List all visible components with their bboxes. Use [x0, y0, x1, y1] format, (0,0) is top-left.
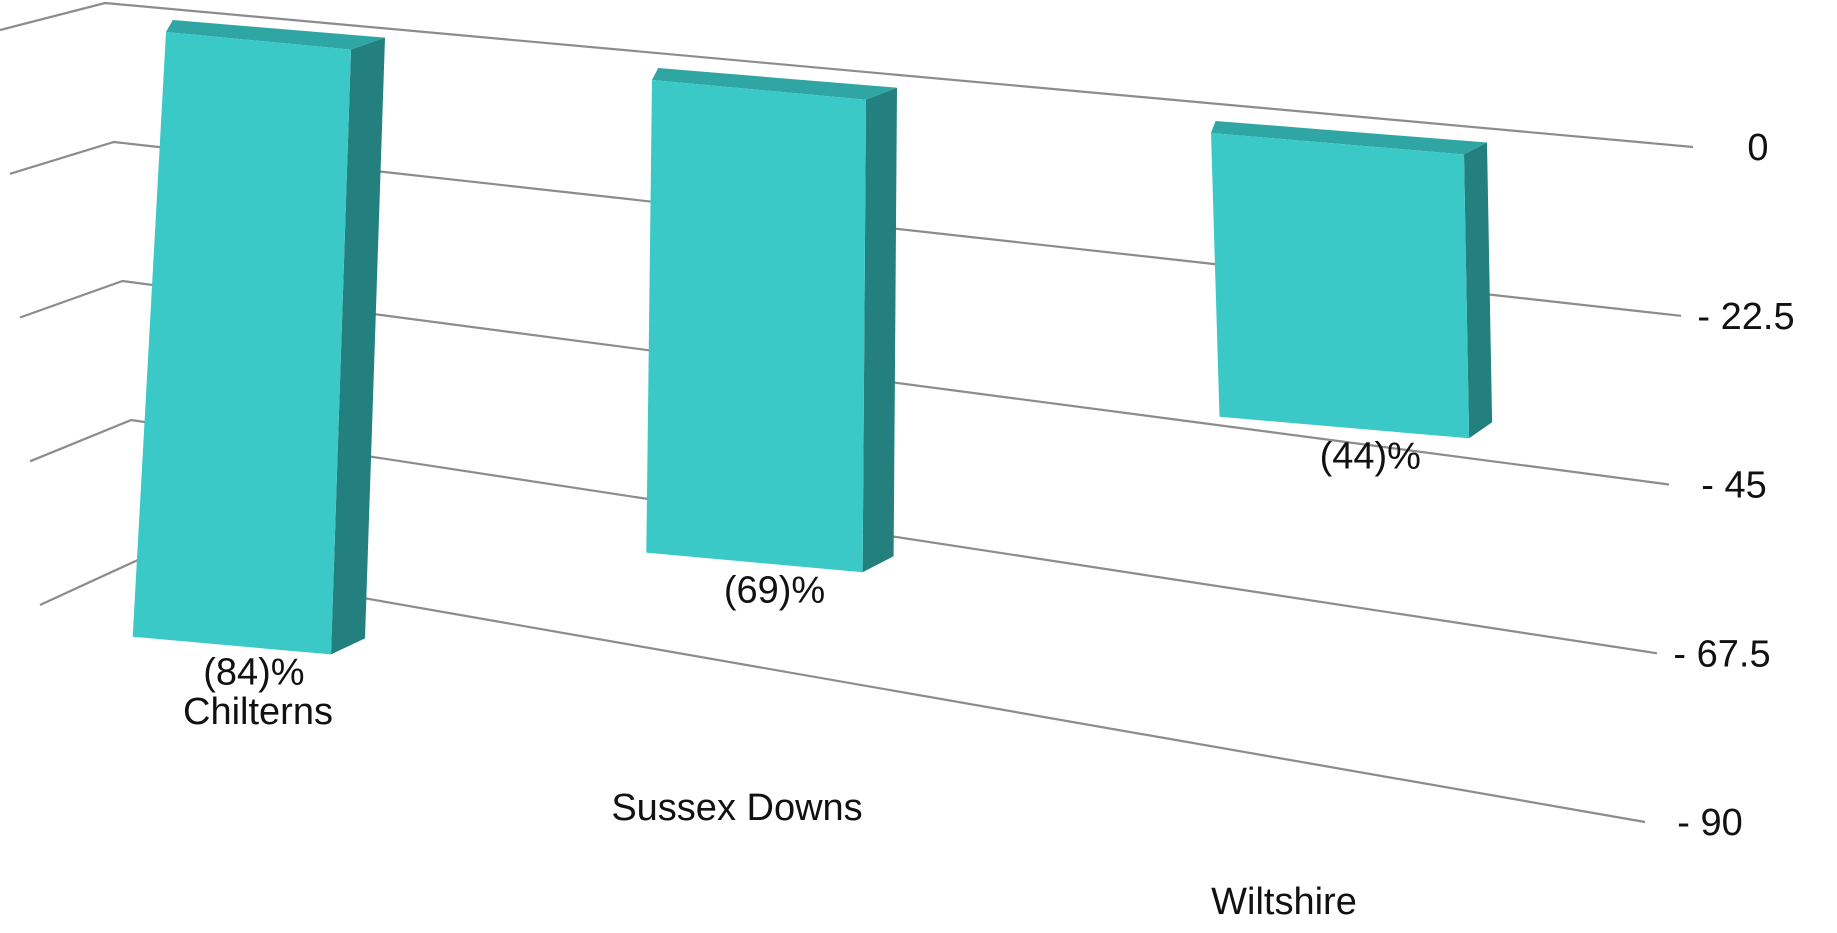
y-tick-label: 0 — [1747, 127, 1768, 169]
data-labels: (84)% (69)% (44)% — [203, 435, 1421, 693]
category-label: Sussex Downs — [611, 787, 862, 829]
bar-chilterns — [132, 32, 351, 655]
y-tick-label: - 22.5 — [1697, 296, 1794, 338]
gridline — [0, 1, 1694, 149]
y-axis-tick-labels: 0 - 22.5 - 45 - 67.5 - 90 — [1673, 127, 1794, 844]
gridline — [29, 418, 1658, 655]
y-tick-label: - 45 — [1701, 465, 1766, 507]
category-label: Wiltshire — [1211, 881, 1357, 923]
y-tick-label: - 67.5 — [1673, 633, 1770, 675]
bar-sussex-downs — [646, 80, 866, 573]
bar-side — [862, 87, 897, 573]
data-label: (69)% — [724, 569, 825, 611]
bar-top — [166, 20, 385, 50]
category-label: Chilterns — [183, 691, 333, 733]
bars — [132, 20, 1493, 655]
gridline — [19, 279, 1670, 486]
y-tick-label: - 90 — [1677, 802, 1742, 844]
data-label: (84)% — [203, 651, 304, 693]
bar-wiltshire — [1211, 133, 1470, 439]
bar-top — [1211, 121, 1487, 155]
bar-side — [331, 37, 385, 655]
category-labels: Chilterns Sussex Downs Wiltshire — [183, 691, 1357, 923]
gridline — [9, 140, 1682, 317]
bar-top — [652, 68, 897, 100]
bar-side — [1464, 142, 1493, 439]
data-label: (44)% — [1320, 435, 1421, 477]
